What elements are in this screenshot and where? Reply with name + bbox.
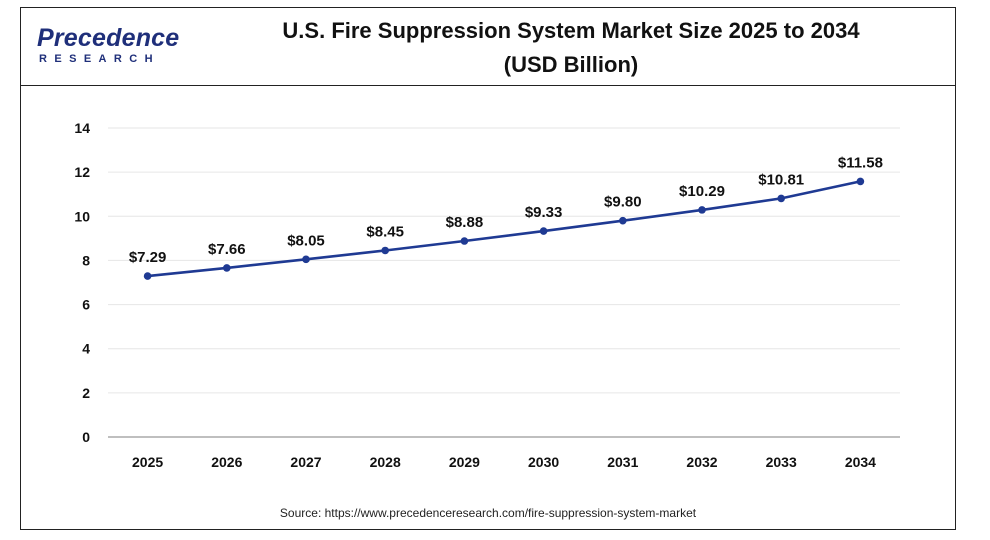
x-tick-label: 2033 xyxy=(766,454,797,470)
chart-frame: Precedence RESEARCH U.S. Fire Suppressio… xyxy=(20,7,956,530)
y-tick-label: 10 xyxy=(74,208,90,224)
x-tick-label: 2032 xyxy=(686,454,717,470)
x-tick-label: 2026 xyxy=(211,454,242,470)
y-tick-label: 12 xyxy=(74,164,90,180)
data-label: $7.29 xyxy=(129,249,167,266)
data-point xyxy=(856,177,865,186)
chart-header: Precedence RESEARCH U.S. Fire Suppressio… xyxy=(21,8,955,86)
logo-subtitle: RESEARCH xyxy=(39,53,160,65)
data-label: $10.29 xyxy=(679,183,725,200)
data-point xyxy=(698,206,706,214)
data-point xyxy=(381,246,390,255)
x-tick-label: 2027 xyxy=(290,454,321,470)
data-point xyxy=(619,216,627,225)
x-tick-label: 2030 xyxy=(528,454,559,470)
data-point xyxy=(143,272,152,280)
y-tick-label: 2 xyxy=(82,385,90,401)
chart-title-line-1: U.S. Fire Suppression System Market Size… xyxy=(282,18,860,43)
data-label: $9.33 xyxy=(525,204,563,221)
precedence-research-logo: Precedence RESEARCH xyxy=(37,24,187,72)
data-point xyxy=(223,264,231,272)
source-note: Source: https://www.precedenceresearch.c… xyxy=(279,506,697,520)
data-point xyxy=(539,227,548,235)
y-tick-label: 0 xyxy=(82,429,90,445)
chart-title: U.S. Fire Suppression System Market Size… xyxy=(221,14,921,82)
x-tick-label: 2031 xyxy=(607,454,638,470)
logo-wordmark: Precedence xyxy=(37,24,180,52)
data-label: $7.66 xyxy=(208,241,246,258)
data-point xyxy=(302,255,310,264)
data-point xyxy=(777,194,785,203)
x-tick-label: 2028 xyxy=(370,454,401,470)
data-label: $11.58 xyxy=(838,154,883,171)
y-tick-label: 8 xyxy=(82,252,90,268)
series-line xyxy=(147,180,861,278)
data-label: $8.45 xyxy=(366,223,404,240)
data-label: $8.88 xyxy=(446,214,484,231)
y-tick-label: 14 xyxy=(74,120,90,136)
chart-title-line-2: (USD Billion) xyxy=(503,52,639,77)
x-tick-label: 2029 xyxy=(449,454,480,470)
data-label: $8.05 xyxy=(287,232,325,249)
y-tick-label: 4 xyxy=(82,341,90,357)
data-label: $10.81 xyxy=(758,171,804,188)
x-tick-label: 2034 xyxy=(845,454,876,470)
x-tick-label: 2025 xyxy=(132,454,163,470)
data-label: $9.80 xyxy=(604,194,642,211)
data-point xyxy=(460,237,469,245)
y-tick-label: 6 xyxy=(82,297,90,313)
